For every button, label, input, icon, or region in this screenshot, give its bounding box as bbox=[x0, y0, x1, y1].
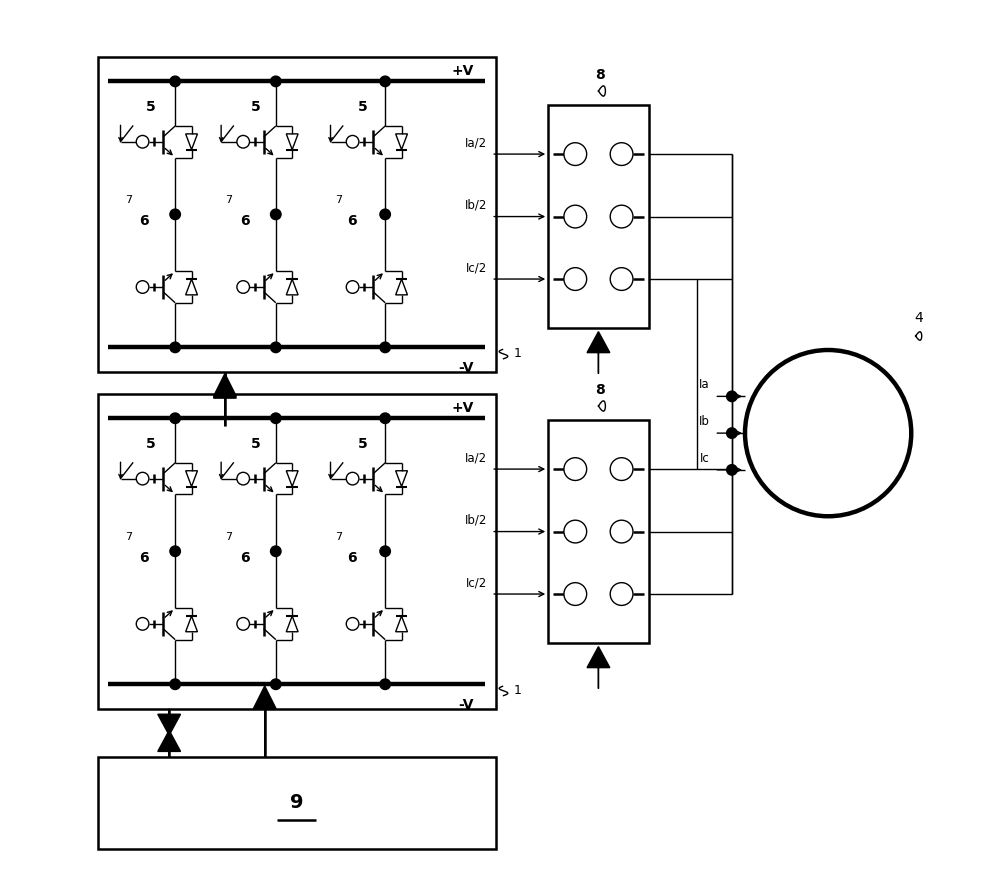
Circle shape bbox=[170, 413, 180, 424]
Circle shape bbox=[727, 428, 737, 438]
Text: 8: 8 bbox=[595, 382, 605, 396]
Bar bbox=[98, 57, 496, 372]
Text: -V: -V bbox=[458, 698, 474, 712]
Circle shape bbox=[564, 206, 587, 228]
Text: Ia: Ia bbox=[699, 379, 710, 391]
FancyArrow shape bbox=[214, 375, 236, 426]
Circle shape bbox=[380, 413, 390, 424]
Circle shape bbox=[346, 281, 359, 293]
Circle shape bbox=[380, 342, 390, 353]
Circle shape bbox=[170, 546, 180, 556]
Text: 5: 5 bbox=[251, 100, 260, 114]
Circle shape bbox=[170, 679, 180, 690]
Circle shape bbox=[136, 281, 149, 293]
Circle shape bbox=[564, 583, 587, 605]
Circle shape bbox=[610, 458, 633, 480]
Circle shape bbox=[610, 520, 633, 542]
Text: 6: 6 bbox=[347, 550, 356, 564]
Text: 7: 7 bbox=[335, 195, 342, 205]
Circle shape bbox=[380, 546, 390, 556]
Text: 9: 9 bbox=[290, 794, 303, 812]
Circle shape bbox=[271, 413, 281, 424]
FancyArrow shape bbox=[253, 686, 276, 757]
Text: Ic/2: Ic/2 bbox=[466, 261, 487, 274]
Circle shape bbox=[271, 342, 281, 353]
Circle shape bbox=[271, 209, 281, 220]
Circle shape bbox=[564, 458, 587, 480]
Circle shape bbox=[610, 583, 633, 605]
Circle shape bbox=[610, 143, 633, 165]
Circle shape bbox=[610, 268, 633, 290]
Text: 1: 1 bbox=[514, 347, 522, 360]
Circle shape bbox=[380, 679, 390, 690]
Circle shape bbox=[346, 136, 359, 148]
Circle shape bbox=[346, 618, 359, 630]
Text: 5: 5 bbox=[358, 437, 368, 451]
Text: Ib: Ib bbox=[699, 416, 710, 428]
Text: Ib/2: Ib/2 bbox=[465, 514, 487, 527]
Text: 6: 6 bbox=[347, 214, 356, 228]
Circle shape bbox=[564, 143, 587, 165]
FancyArrow shape bbox=[158, 731, 181, 757]
Circle shape bbox=[346, 473, 359, 485]
Circle shape bbox=[170, 342, 180, 353]
Circle shape bbox=[271, 679, 281, 690]
Text: 7: 7 bbox=[335, 532, 342, 542]
Text: 7: 7 bbox=[226, 532, 233, 542]
Text: 5: 5 bbox=[146, 100, 155, 114]
Circle shape bbox=[136, 136, 149, 148]
FancyArrow shape bbox=[158, 709, 181, 735]
Circle shape bbox=[727, 465, 737, 475]
Circle shape bbox=[610, 206, 633, 228]
Text: 7: 7 bbox=[226, 195, 233, 205]
Text: 8: 8 bbox=[595, 67, 605, 81]
FancyArrow shape bbox=[587, 647, 610, 689]
Bar bbox=[548, 420, 649, 643]
Text: 6: 6 bbox=[140, 550, 149, 564]
Bar bbox=[98, 757, 496, 849]
Text: 7: 7 bbox=[125, 195, 132, 205]
Text: Ic/2: Ic/2 bbox=[466, 576, 487, 589]
FancyArrow shape bbox=[587, 332, 610, 374]
Text: 6: 6 bbox=[240, 550, 250, 564]
Text: 4: 4 bbox=[914, 311, 923, 325]
Circle shape bbox=[564, 520, 587, 542]
Text: 6: 6 bbox=[140, 214, 149, 228]
Circle shape bbox=[237, 136, 249, 148]
Circle shape bbox=[170, 209, 180, 220]
Text: 5: 5 bbox=[358, 100, 368, 114]
Text: 5: 5 bbox=[251, 437, 260, 451]
Text: Ia/2: Ia/2 bbox=[465, 136, 487, 150]
Circle shape bbox=[136, 618, 149, 630]
Circle shape bbox=[136, 473, 149, 485]
Text: 6: 6 bbox=[240, 214, 250, 228]
Text: Ia/2: Ia/2 bbox=[465, 452, 487, 465]
Circle shape bbox=[237, 473, 249, 485]
Text: +V: +V bbox=[451, 401, 474, 415]
Text: +V: +V bbox=[451, 64, 474, 78]
Text: Ic: Ic bbox=[700, 452, 710, 465]
FancyArrow shape bbox=[214, 374, 236, 396]
Text: Ib/2: Ib/2 bbox=[465, 199, 487, 212]
Circle shape bbox=[727, 391, 737, 402]
Circle shape bbox=[745, 350, 911, 516]
Circle shape bbox=[564, 268, 587, 290]
Circle shape bbox=[380, 76, 390, 87]
Text: 1: 1 bbox=[514, 684, 522, 696]
Text: 5: 5 bbox=[146, 437, 155, 451]
Circle shape bbox=[170, 76, 180, 87]
Circle shape bbox=[237, 618, 249, 630]
Circle shape bbox=[271, 546, 281, 556]
Text: 7: 7 bbox=[125, 532, 132, 542]
Circle shape bbox=[380, 209, 390, 220]
Bar bbox=[98, 394, 496, 709]
Bar bbox=[548, 105, 649, 328]
Text: -V: -V bbox=[458, 361, 474, 375]
Circle shape bbox=[271, 76, 281, 87]
Circle shape bbox=[237, 281, 249, 293]
